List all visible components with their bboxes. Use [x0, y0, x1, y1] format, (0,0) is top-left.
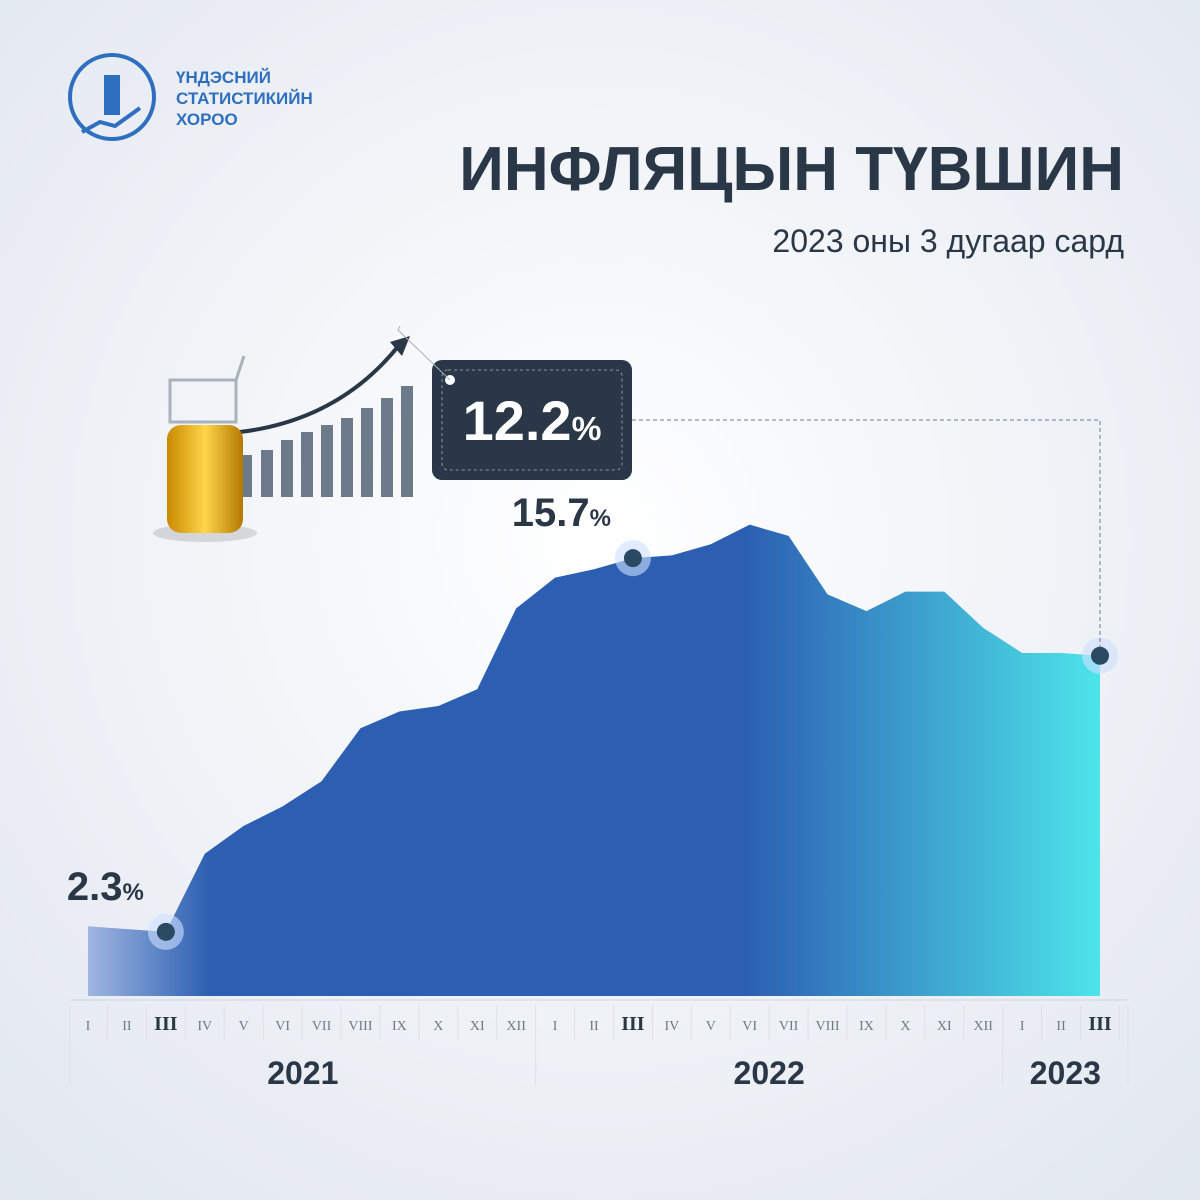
data-point	[1091, 646, 1109, 665]
x-tick-label: III	[621, 1013, 645, 1035]
x-tick-label: VI	[275, 1019, 290, 1034]
x-tick-label: X	[900, 1019, 910, 1034]
x-tick-label: III	[1088, 1013, 1112, 1035]
logo-text: ҮНДЭСНИЙ	[176, 68, 271, 87]
arrow-head	[390, 336, 410, 356]
logo-ring	[68, 53, 156, 141]
logo-text: СТАТИСТИКИЙН	[176, 89, 313, 108]
chart-title: ИНФЛЯЦЫН ТҮВШИН	[459, 135, 1124, 204]
x-tick-label: I	[1020, 1019, 1025, 1034]
x-tick-label: VIII	[348, 1019, 372, 1034]
data-point	[623, 549, 642, 568]
x-tick-label: I	[86, 1019, 91, 1034]
value-label: 12.2%	[463, 389, 602, 452]
chart: I II III IV V VI VII VIII IX X XI XII I II III IV V VI VII…	[67, 389, 1129, 1091]
x-tick-label: IX	[392, 1019, 407, 1034]
callout-border	[441, 369, 623, 471]
x-tick-label: II	[1056, 1019, 1066, 1034]
trend-arrow	[239, 342, 402, 434]
year-label: 2022	[734, 1055, 805, 1091]
x-tick-label: II	[589, 1019, 599, 1034]
data-point	[156, 922, 175, 941]
year-label: 2021	[267, 1055, 338, 1091]
coin-stack	[167, 425, 243, 533]
x-tick-label: VII	[779, 1019, 799, 1034]
chart-subtitle: 2023 оны 3 дугаар сард	[772, 223, 1124, 259]
callout-string	[397, 325, 451, 381]
icon-bar	[401, 386, 413, 497]
callout-box	[432, 360, 632, 480]
x-tick-label: XI	[937, 1019, 952, 1034]
value-label: 2.3%	[67, 865, 144, 909]
x-tick-label: XII	[974, 1019, 994, 1034]
icon-bar	[321, 425, 333, 497]
x-tick-label: V	[706, 1019, 716, 1034]
x-tick-label: II	[122, 1019, 132, 1034]
x-tick-label: III	[154, 1013, 178, 1035]
icon-bar	[301, 432, 313, 497]
icon-bar	[361, 408, 373, 497]
year-label: 2023	[1030, 1055, 1101, 1091]
x-tick-label: VII	[312, 1019, 332, 1034]
callout-leader	[632, 419, 1101, 647]
icon-bar	[381, 398, 393, 497]
cart	[168, 378, 238, 424]
x-tick-label: XI	[470, 1019, 485, 1034]
logo-emblem	[104, 75, 120, 115]
x-tick-label: V	[239, 1019, 249, 1034]
x-tick-label: VIII	[815, 1019, 839, 1034]
area	[88, 524, 1100, 996]
icon-bar	[341, 418, 353, 497]
x-tick-label: X	[433, 1019, 443, 1034]
cart-handle	[234, 355, 246, 381]
illustration	[153, 325, 632, 542]
value-label: 15.7%	[512, 491, 611, 535]
x-tick-label: IX	[859, 1019, 874, 1034]
x-tick-label: VI	[742, 1019, 757, 1034]
logo-line	[81, 106, 142, 134]
x-tick-label: IV	[664, 1019, 679, 1034]
logo: ҮНДЭСНИЙ СТАТИСТИКИЙН ХОРОО	[68, 53, 313, 141]
icon-bar	[281, 440, 293, 497]
icon-bar	[261, 450, 273, 497]
x-tick-label: I	[553, 1019, 558, 1034]
logo-text: ХОРОО	[176, 110, 238, 129]
x-tick-label: IV	[197, 1019, 212, 1034]
x-tick-label: XII	[506, 1019, 526, 1034]
